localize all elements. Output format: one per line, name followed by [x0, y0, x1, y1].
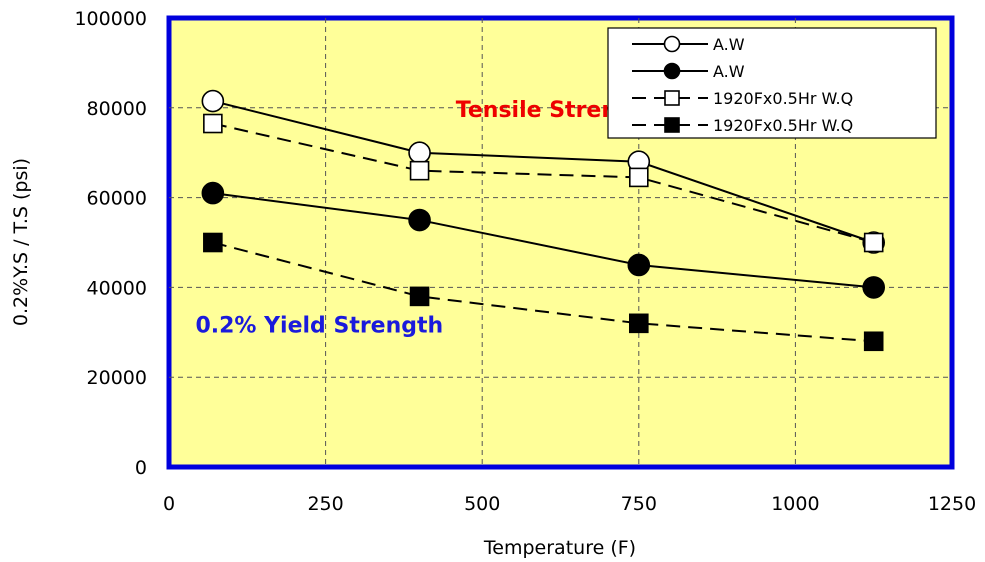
y-tick-label: 40000	[87, 277, 147, 299]
data-point	[411, 162, 429, 180]
legend-marker	[665, 64, 680, 79]
legend-marker	[665, 37, 680, 52]
y-tick-label: 20000	[87, 367, 147, 389]
x-axis-title: Temperature (F)	[483, 537, 636, 559]
legend-label: A.W	[713, 35, 745, 54]
legend-marker	[665, 91, 679, 105]
data-point	[409, 142, 430, 163]
data-point	[204, 115, 222, 133]
legend-marker	[665, 118, 679, 132]
y-tick-label: 80000	[87, 98, 147, 120]
y-axis-title: 0.2%Y.S / T.S (psi)	[10, 158, 32, 326]
y-tick-label: 60000	[87, 188, 147, 210]
data-point	[202, 183, 223, 204]
data-point	[411, 287, 429, 305]
x-tick-label: 750	[621, 493, 657, 515]
x-tick-label: 1250	[928, 493, 976, 515]
legend-entry: 1920Fx0.5Hr W.Q	[632, 89, 853, 108]
legend-entry: 1920Fx0.5Hr W.Q	[632, 116, 853, 135]
y-tick-label: 0	[135, 457, 147, 479]
x-tick-label: 1000	[771, 493, 819, 515]
annotation-label: 0.2% Yield Strength	[195, 313, 443, 338]
data-point	[202, 91, 223, 112]
x-tick-label: 0	[163, 493, 175, 515]
data-point	[865, 234, 883, 252]
data-point	[863, 277, 884, 298]
legend-label: 1920Fx0.5Hr W.Q	[713, 89, 853, 108]
legend-label: A.W	[713, 62, 745, 81]
y-tick-label: 100000	[74, 8, 147, 30]
data-point	[409, 210, 430, 231]
x-tick-label: 250	[307, 493, 343, 515]
legend: A.W A.W 1920Fx0.5Hr W.Q 1920Fx0.5Hr W.Q	[608, 28, 936, 138]
data-point	[865, 332, 883, 350]
data-point	[628, 254, 649, 275]
data-point	[630, 314, 648, 332]
data-point	[630, 168, 648, 186]
legend-label: 1920Fx0.5Hr W.Q	[713, 116, 853, 135]
x-tick-label: 500	[464, 493, 500, 515]
data-point	[204, 234, 222, 252]
